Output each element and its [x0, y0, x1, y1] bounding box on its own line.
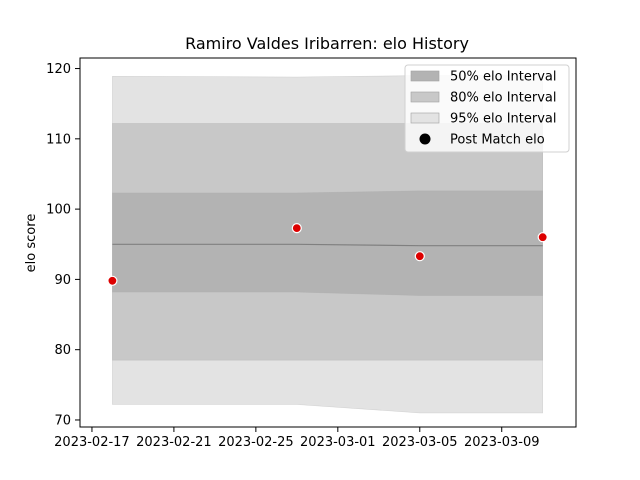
x-tick-label-2023-03-01: 2023-03-01	[300, 435, 376, 450]
y-tick-label-80: 80	[54, 343, 71, 358]
plot-frame	[79, 57, 577, 428]
y-axis-label: elo score	[24, 214, 39, 273]
y-tick-label-100: 100	[46, 203, 71, 218]
y-tick-label-70: 70	[54, 413, 71, 428]
legend-swatch-80-elo-interval	[410, 91, 440, 103]
x-tick-label-2023-03-09: 2023-03-09	[464, 435, 540, 450]
post-match-points	[107, 223, 548, 286]
post-match-point-3	[414, 251, 425, 262]
x-tick-label-2023-03-05: 2023-03-05	[382, 435, 458, 450]
y-tick-label-110: 110	[46, 132, 71, 147]
mean-line-group	[112, 243, 543, 247]
legend: 50% elo Interval 80% elo Interval 95% elo …	[404, 64, 570, 153]
legend-label-95-elo-interval: 95% elo Interval	[450, 112, 557, 127]
x-axis: 2023-02-17 2023-02-21 2023-02-25 2023-03-01…	[54, 427, 540, 450]
legend-swatch-50-elo-interval	[410, 70, 440, 82]
legend-label-post-match-elo: Post Match elo	[450, 133, 545, 148]
legend-swatch-95-elo-interval	[410, 112, 440, 124]
mean-elo-line	[112, 243, 543, 247]
legend-label-80-elo-interval: 80% elo Interval	[450, 91, 557, 106]
y-tick-label-90: 90	[54, 273, 71, 288]
x-tick-label-2023-02-25: 2023-02-25	[218, 435, 294, 450]
chart-title: Ramiro Valdes Iribarren: elo History	[185, 34, 469, 53]
x-tick-label-2023-02-21: 2023-02-21	[136, 435, 212, 450]
post-match-point-1	[107, 275, 118, 286]
band-50-elo-interval	[112, 190, 544, 296]
legend-label-50-elo-interval: 50% elo Interval	[450, 70, 557, 85]
post-match-point-2	[291, 223, 302, 234]
legend-marker-post-match-elo	[419, 133, 431, 145]
y-tick-label-120: 120	[46, 62, 71, 77]
y-axis: 70 80 90 100 110 120	[46, 62, 80, 428]
x-tick-label-2023-02-17: 2023-02-17	[54, 435, 130, 450]
legend-box	[404, 64, 570, 153]
post-match-point-4	[537, 232, 548, 243]
